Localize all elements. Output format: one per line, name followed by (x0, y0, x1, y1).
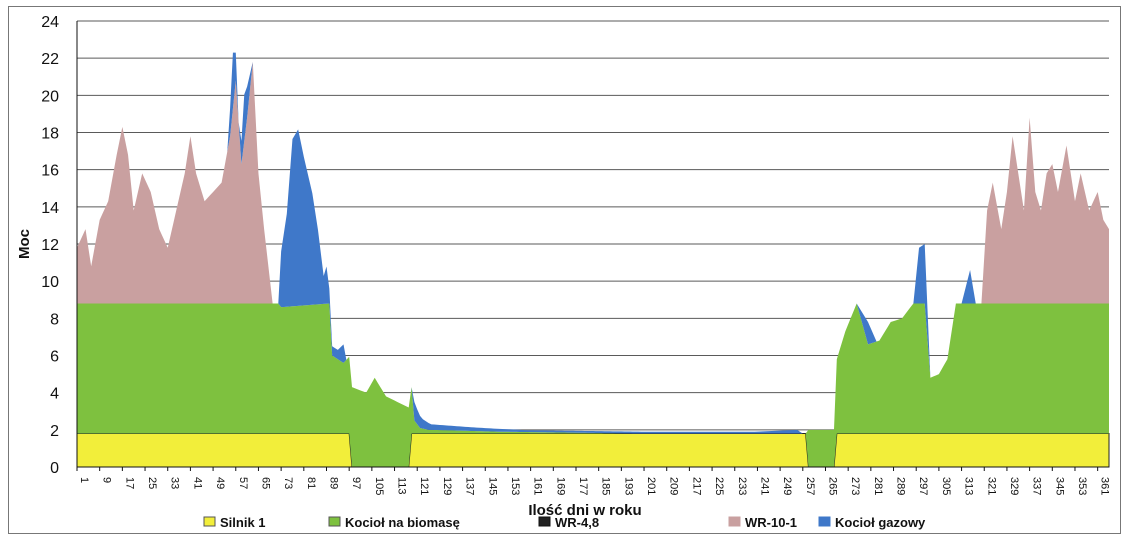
legend-kociol-gazowy: Kocioł gazowy (818, 515, 926, 530)
x-tick-label: 241 (758, 477, 770, 495)
y-axis-label: Moc (16, 229, 33, 259)
x-tick-label: 113 (396, 477, 408, 495)
axes (76, 21, 1109, 468)
x-tick-label: 193 (622, 477, 634, 495)
y-tick-label: 10 (41, 274, 59, 291)
x-tick-label: 257 (804, 477, 816, 495)
x-tick-label: 57 (237, 477, 249, 489)
area-series (76, 52, 1110, 468)
legend-swatch (728, 516, 741, 527)
x-tick-label: 9 (101, 477, 113, 483)
x-tick-label: 225 (713, 477, 725, 495)
x-tick-labels: 1 9 17 25 33 41 49 57 65 73 81 89 97 105 113 121 129 137 1… (76, 467, 1111, 495)
x-tick-label: 145 (486, 477, 498, 495)
x-tick-label: 289 (895, 477, 907, 495)
y-tick-label: 2 (50, 423, 59, 440)
x-tick-label: 329 (1008, 477, 1020, 495)
legend-label: WR-4,8 (555, 515, 599, 530)
x-tick-label: 129 (441, 477, 453, 495)
legend-label: Kocioł na biomasę (345, 515, 460, 530)
legend-swatch (203, 516, 216, 527)
y-tick-label: 4 (50, 386, 59, 403)
legend-swatch (328, 516, 341, 527)
y-tick-label: 18 (41, 126, 59, 143)
x-tick-label: 337 (1031, 477, 1043, 495)
x-tick-label: 105 (373, 477, 385, 495)
x-tick-label: 353 (1076, 477, 1088, 495)
x-tick-label: 217 (690, 477, 702, 495)
x-tick-label: 153 (509, 477, 521, 495)
x-tick-label: 265 (826, 477, 838, 495)
x-tick-label: 49 (214, 477, 226, 489)
y-tick-label: 16 (41, 163, 59, 180)
y-tick-label: 24 (41, 14, 59, 31)
x-tick-label: 33 (169, 477, 181, 489)
x-tick-label: 25 (146, 477, 158, 489)
x-axis-label: Ilość dni w roku (528, 502, 641, 519)
x-tick-label: 1 (78, 477, 90, 483)
series-area-silnik-1 (76, 433, 1110, 468)
y-tick-label: 12 (41, 237, 59, 254)
x-tick-label: 89 (327, 477, 339, 489)
series-area-kociol-gazowy (77, 52, 1109, 434)
x-tick-label: 249 (781, 477, 793, 495)
x-tick-label: 361 (1099, 477, 1111, 495)
x-tick-label: 297 (917, 477, 929, 495)
legend-silnik-1: Silnik 1 (203, 515, 266, 530)
x-tick-label: 313 (963, 477, 975, 495)
x-tick-label: 161 (532, 477, 544, 495)
y-tick-label: 0 (50, 460, 59, 477)
legend-wr-10-1: WR-10-1 (728, 515, 797, 530)
legend-label: WR-10-1 (745, 515, 797, 530)
x-tick-label: 65 (259, 477, 271, 489)
y-tick-label: 14 (41, 200, 59, 217)
legend-label: Silnik 1 (220, 515, 266, 530)
x-tick-label: 137 (464, 477, 476, 495)
x-tick-label: 201 (645, 477, 657, 495)
y-tick-label: 8 (50, 311, 59, 328)
x-tick-label: 321 (985, 477, 997, 495)
x-tick-label: 73 (282, 477, 294, 489)
y-tick-label: 20 (41, 88, 59, 105)
x-tick-label: 185 (600, 477, 612, 495)
x-tick-label: 281 (872, 477, 884, 495)
chart-frame: 0 2 4 6 8 10 12 14 16 18 20 22 24 1 9 17 25 33 41 49 57 65 73… (8, 6, 1121, 534)
y-tick-label: 6 (50, 349, 59, 366)
series-area-kociol-na-biomase (77, 303, 1109, 467)
x-tick-label: 305 (940, 477, 952, 495)
legend-swatch (538, 516, 551, 527)
x-tick-label: 273 (849, 477, 861, 495)
x-tick-label: 81 (305, 477, 317, 489)
x-tick-label: 169 (554, 477, 566, 495)
x-tick-label: 345 (1053, 477, 1065, 495)
x-tick-label: 233 (736, 477, 748, 495)
legend: Silnik 1 Kocioł na biomasę WR-4,8 WR-10-1 Ko… (203, 515, 926, 530)
x-tick-label: 177 (577, 477, 589, 495)
legend-wr-4-8: WR-4,8 (538, 515, 599, 530)
legend-label: Kocioł gazowy (835, 515, 926, 530)
legend-kociol-na-biomase: Kocioł na biomasę (328, 515, 460, 530)
x-tick-label: 97 (350, 477, 362, 489)
y-tick-label: 22 (41, 51, 59, 68)
x-tick-label: 17 (123, 477, 135, 489)
x-tick-label: 121 (418, 477, 430, 495)
legend-swatch (818, 516, 831, 527)
x-tick-label: 41 (191, 477, 203, 489)
x-tick-label: 209 (668, 477, 680, 495)
